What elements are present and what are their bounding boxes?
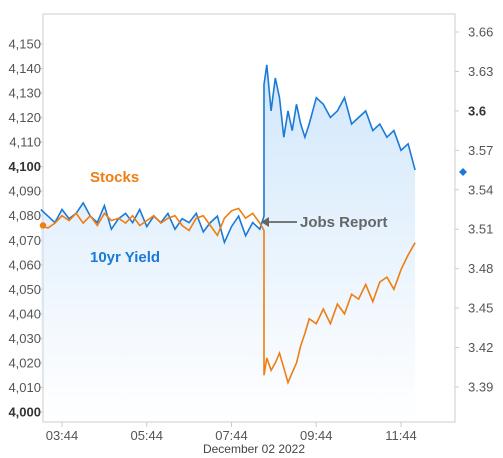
left-tick-label: 4,130 — [8, 86, 41, 101]
x-axis-caption: December 02 2022 — [203, 442, 305, 456]
left-tick-label: 4,000 — [8, 405, 41, 420]
annotation-arrow-head — [261, 217, 269, 227]
annotation-jobs-report: Jobs Report — [261, 214, 388, 231]
right-tick-label: 3.45 — [468, 301, 493, 316]
right-tick-label: 3.57 — [468, 143, 493, 158]
left-tick-label: 4,010 — [8, 380, 41, 395]
left-tick-label: 4,100 — [8, 159, 41, 174]
left-tick-label: 4,090 — [8, 184, 41, 199]
x-tick-label: 05:44 — [130, 428, 163, 443]
right-axis-ticks: 3.39 3.42 3.45 3.48 3.51 3.54 3.57 3.6 3.63 3.66 — [455, 25, 493, 395]
x-axis-ticks: 03:44 05:44 07:44 09:44 11:44 — [46, 422, 417, 443]
right-tick-label: 3.66 — [468, 25, 493, 40]
right-tick-label: 3.51 — [468, 222, 493, 237]
left-axis-ticks: 4,000 4,010 4,020 4,030 4,040 4,050 4,060 4,070… — [8, 37, 43, 420]
series-label-stocks: Stocks — [90, 169, 139, 186]
annotation-text: Jobs Report — [300, 214, 388, 231]
left-tick-label: 4,020 — [8, 355, 41, 370]
left-tick-label: 4,070 — [8, 233, 41, 248]
left-tick-label: 4,030 — [8, 331, 41, 346]
right-tick-label: 3.63 — [468, 64, 493, 79]
yield-right-marker — [459, 168, 467, 177]
left-tick-label: 4,080 — [8, 208, 41, 223]
left-tick-label: 4,040 — [8, 306, 41, 321]
x-tick-label: 07:44 — [215, 428, 248, 443]
left-tick-label: 4,110 — [9, 135, 41, 150]
stocks-left-marker — [39, 222, 47, 229]
series-line-stocks — [40, 207, 416, 386]
left-tick-label: 4,120 — [8, 110, 41, 125]
series-line-yield — [40, 64, 416, 245]
right-tick-label: 3.6 — [468, 103, 486, 118]
right-tick-label: 3.48 — [468, 261, 493, 276]
x-tick-label: 09:44 — [300, 428, 333, 443]
right-tick-label: 3.54 — [468, 182, 493, 197]
right-tick-label: 3.39 — [468, 380, 493, 395]
x-tick-label: 03:44 — [46, 428, 79, 443]
left-tick-label: 4,150 — [8, 37, 41, 52]
yield-area — [40, 64, 416, 423]
series-label-yield: 10yr Yield — [90, 249, 160, 266]
right-tick-label: 3.42 — [468, 340, 493, 355]
x-tick-label: 11:44 — [385, 428, 417, 443]
left-tick-label: 4,060 — [8, 257, 41, 272]
left-tick-label: 4,140 — [8, 61, 41, 76]
left-tick-label: 4,050 — [8, 282, 41, 297]
